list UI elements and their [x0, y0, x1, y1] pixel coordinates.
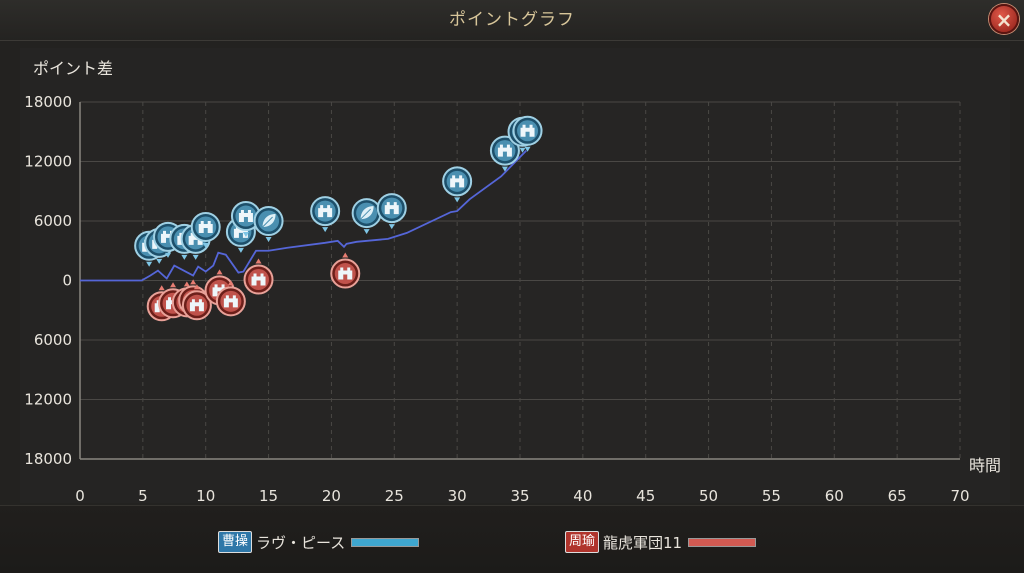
x-tick-label: 60: [825, 487, 844, 505]
marker-pointer: [255, 258, 262, 264]
close-icon[interactable]: ×: [989, 4, 1019, 34]
y-tick-label: 12000: [24, 391, 72, 409]
series-line: [80, 149, 527, 282]
castle-icon: [450, 175, 465, 188]
y-tick-label: 18000: [24, 93, 72, 111]
legend-name-blue: ラヴ・ピース: [256, 533, 346, 552]
red-event-marker: [181, 284, 212, 321]
marker-pointer: [146, 261, 153, 267]
x-tick-label: 5: [138, 487, 148, 505]
castle-icon: [520, 124, 535, 137]
marker-pointer: [322, 227, 329, 233]
blue-event-marker: [442, 166, 473, 203]
leaf-vein: [360, 208, 371, 220]
legend-name-red: 龍虎軍団11: [603, 533, 683, 552]
marker-pointer: [156, 258, 163, 264]
x-tick-label: 25: [385, 487, 404, 505]
blue-event-marker: [230, 201, 261, 238]
x-tick-label: 45: [636, 487, 655, 505]
legend-item-blue: 曹操 ラヴ・ピース: [218, 530, 420, 554]
legend-swatch-red: [688, 537, 757, 547]
marker-pointer: [216, 269, 223, 275]
x-tick-label: 55: [762, 487, 781, 505]
y-tick-label: 0: [62, 272, 72, 290]
marker-pointer: [524, 146, 531, 152]
y-tick-label: 18000: [24, 450, 72, 468]
marker-pointer: [170, 282, 177, 288]
castle-icon: [338, 267, 353, 280]
marker-pointer: [165, 252, 171, 258]
marker-pointer: [158, 285, 165, 291]
y-tick-label: 12000: [24, 153, 72, 171]
y-tick-label: 6000: [34, 212, 72, 230]
red-event-marker: [330, 252, 361, 289]
legend-item-red: 周瑜 龍虎軍団11: [565, 530, 757, 554]
castle-icon: [189, 299, 204, 312]
castle-icon: [384, 202, 399, 215]
x-tick-label: 70: [950, 487, 969, 505]
blue-event-marker: [489, 135, 520, 172]
legend-badge-red: 周瑜: [565, 531, 600, 553]
leaf-vein: [262, 216, 273, 228]
marker-pointer: [388, 224, 395, 230]
blue-event-marker: [310, 196, 341, 233]
blue-event-marker: [253, 206, 284, 242]
x-tick-label: 15: [259, 487, 278, 505]
blue-event-marker: [376, 193, 407, 230]
red-event-marker: [243, 258, 274, 295]
marker-pointer: [519, 147, 526, 153]
marker-pointer: [342, 252, 349, 258]
marker-pointer: [190, 279, 197, 285]
marker-pointer: [242, 232, 249, 238]
marker-pointer: [181, 254, 188, 260]
x-tick-label: 30: [448, 487, 467, 505]
window-title: ポイントグラフ: [449, 10, 575, 30]
castle-icon: [497, 144, 512, 157]
legend-badge-blue: 曹操: [218, 531, 253, 553]
marker-pointer: [454, 197, 461, 203]
y-axis-label: ポイント差: [33, 59, 114, 78]
castle-icon: [318, 205, 333, 218]
castle-icon: [198, 220, 213, 233]
x-tick-label: 35: [510, 487, 529, 505]
marker-pointer: [237, 247, 244, 253]
castle-icon: [223, 295, 238, 308]
red-event-marker: [215, 280, 246, 317]
x-tick-label: 65: [888, 487, 907, 505]
x-tick-label: 0: [75, 487, 85, 505]
marker-pointer: [202, 242, 209, 248]
marker-pointer: [363, 229, 370, 235]
legend: 曹操 ラヴ・ピース 周瑜 龍虎軍団11: [0, 505, 1024, 573]
y-tick-label: 6000: [34, 331, 72, 349]
x-tick-label: 10: [196, 487, 215, 505]
blue-event-marker: [512, 115, 543, 152]
marker-pointer: [265, 237, 272, 242]
legend-swatch-blue: [351, 537, 420, 547]
blue-event-marker: [190, 211, 221, 248]
x-tick-label: 20: [322, 487, 341, 505]
x-tick-label: 40: [573, 487, 592, 505]
marker-pointer: [193, 284, 200, 290]
title-bar: ポイントグラフ ×: [0, 0, 1024, 41]
castle-icon: [251, 273, 266, 286]
marker-pointer: [183, 281, 190, 287]
marker-pointer: [192, 254, 199, 260]
x-axis-label: 時間: [969, 456, 1002, 475]
x-tick-label: 50: [699, 487, 718, 505]
point-chart: 18000 12000 6000 0 6000 12000 18000 0 5 10 15 20 25 3…: [24, 93, 969, 505]
marker-pointer: [501, 166, 508, 172]
marker-pointer: [227, 280, 234, 286]
castle-icon: [238, 210, 253, 223]
